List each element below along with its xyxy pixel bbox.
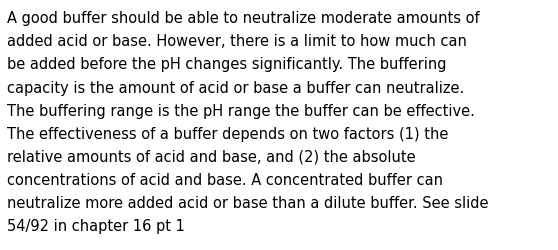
Text: The effectiveness of a buffer depends on two factors (1) the: The effectiveness of a buffer depends on…: [7, 126, 449, 141]
Text: be added before the pH changes significantly. The buffering: be added before the pH changes significa…: [7, 57, 447, 72]
Text: relative amounts of acid and base, and (2) the absolute: relative amounts of acid and base, and (…: [7, 149, 416, 164]
Text: A good buffer should be able to neutralize moderate amounts of: A good buffer should be able to neutrali…: [7, 11, 480, 26]
Text: 54/92 in chapter 16 pt 1: 54/92 in chapter 16 pt 1: [7, 218, 185, 233]
Text: concentrations of acid and base. A concentrated buffer can: concentrations of acid and base. A conce…: [7, 172, 443, 187]
Text: capacity is the amount of acid or base a buffer can neutralize.: capacity is the amount of acid or base a…: [7, 80, 464, 95]
Text: neutralize more added acid or base than a dilute buffer. See slide: neutralize more added acid or base than …: [7, 195, 489, 210]
Text: The buffering range is the pH range the buffer can be effective.: The buffering range is the pH range the …: [7, 103, 475, 118]
Text: added acid or base. However, there is a limit to how much can: added acid or base. However, there is a …: [7, 34, 467, 49]
